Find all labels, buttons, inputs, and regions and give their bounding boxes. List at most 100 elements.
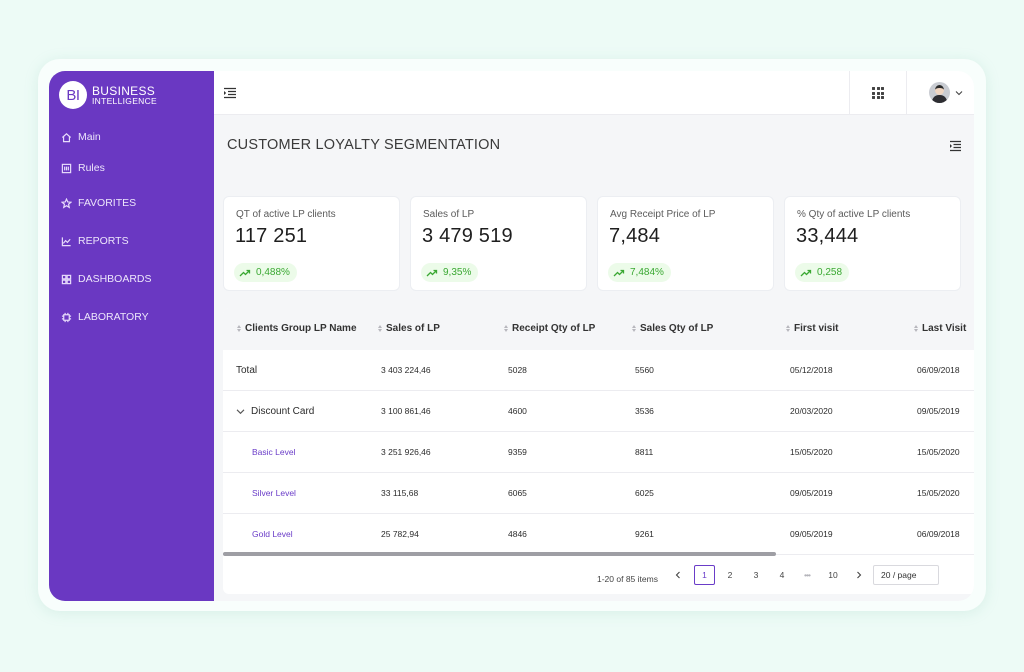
table-row[interactable]: Gold Level 25 782,94 4846 9261 09/05/201… — [223, 514, 974, 555]
page-button-last[interactable]: 10 — [828, 570, 838, 580]
trend-badge: 9,35% — [421, 263, 479, 282]
cell-last-visit: 15/05/2020 — [917, 488, 960, 498]
cell-name-link[interactable]: Basic Level — [252, 447, 296, 457]
cell-sales-qty: 6025 — [635, 488, 654, 498]
pagination: 1-20 of 85 items 1 2 3 4 ••• 10 20 / pag… — [223, 564, 974, 594]
sidebar-item-reports[interactable]: REPORTS — [60, 235, 129, 247]
cell-receipt-qty: 4600 — [508, 406, 527, 416]
sidebar-item-label: REPORTS — [78, 235, 129, 247]
top-bar — [214, 71, 974, 115]
kpi-card: QT of active LP clients 117 251 0,488% — [223, 196, 400, 291]
column-header-first-visit[interactable]: First visit — [786, 323, 838, 334]
chevron-down-icon — [236, 409, 245, 415]
avatar — [929, 82, 950, 103]
sidebar-item-dashboards[interactable]: DASHBOARDS — [60, 273, 152, 285]
sidebar-item-label: Main — [78, 131, 101, 143]
brand-name-line2: INTELLIGENCE — [92, 95, 158, 106]
sort-icon — [378, 325, 382, 332]
sidebar-item-label: DASHBOARDS — [78, 273, 152, 285]
brand-name-line1: BUSINESS — [92, 83, 156, 98]
cell-receipt-qty: 9359 — [508, 447, 527, 457]
kpi-label: QT of active LP clients — [236, 209, 336, 220]
trend-badge: 7,484% — [608, 263, 671, 282]
group-toggle[interactable]: Discount Card — [236, 391, 314, 432]
kpi-value: 3 479 519 — [422, 225, 513, 247]
cell-sales: 3 100 861,46 — [381, 406, 431, 416]
kpi-value: 33,444 — [796, 225, 859, 247]
brand-logo[interactable]: BI BUSINESS INTELLIGENCE — [59, 81, 157, 109]
column-header-sales[interactable]: Sales of LP — [378, 323, 440, 334]
page-ellipsis[interactable]: ••• — [804, 570, 811, 580]
cell-receipt-qty: 5028 — [508, 365, 527, 375]
sidebar: BI BUSINESS INTELLIGENCE Main Rules FAVO… — [49, 71, 214, 601]
cell-last-visit: 15/05/2020 — [917, 447, 960, 457]
table-row[interactable]: Discount Card 3 100 861,46 4600 3536 20/… — [223, 391, 974, 432]
sidebar-item-label: FAVORITES — [78, 197, 137, 209]
sidebar-item-main[interactable]: Main — [60, 131, 101, 143]
kpi-card: Sales of LP 3 479 519 9,35% — [410, 196, 587, 291]
sort-icon — [786, 325, 790, 332]
menu-fold-icon[interactable] — [223, 86, 237, 100]
trend-up-icon — [239, 269, 251, 276]
cell-receipt-qty: 6065 — [508, 488, 527, 498]
pagination-info: 1-20 of 85 items — [597, 574, 658, 584]
column-header-clients-group[interactable]: Clients Group LP Name — [237, 323, 357, 334]
sort-icon — [632, 325, 636, 332]
cell-sales-qty: 8811 — [635, 447, 654, 457]
cell-sales-qty: 9261 — [635, 529, 654, 539]
calculator-icon — [60, 162, 72, 174]
cell-receipt-qty: 4846 — [508, 529, 527, 539]
apps-button[interactable] — [849, 71, 907, 115]
kpi-label: Sales of LP — [423, 209, 475, 220]
trend-up-icon — [613, 269, 625, 276]
table-row[interactable]: Total 3 403 224,46 5028 5560 05/12/2018 … — [223, 350, 974, 391]
cell-first-visit: 09/05/2019 — [790, 488, 833, 498]
cell-name-link[interactable]: Silver Level — [252, 488, 296, 498]
chip-icon — [60, 311, 72, 323]
cell-name: Total — [236, 365, 258, 376]
page-button-current[interactable]: 1 — [694, 565, 715, 585]
page-button[interactable]: 2 — [727, 570, 733, 580]
column-header-last-visit[interactable]: Last Visit — [914, 323, 966, 334]
column-header-receipt-qty[interactable]: Receipt Qty of LP — [504, 323, 595, 334]
kpi-value: 7,484 — [609, 225, 661, 247]
apps-grid-icon — [871, 86, 885, 100]
kpi-value: 117 251 — [235, 225, 308, 247]
home-icon — [60, 131, 72, 143]
sidebar-item-favorites[interactable]: FAVORITES — [60, 197, 136, 209]
sort-icon — [914, 325, 918, 332]
sidebar-item-rules[interactable]: Rules — [60, 162, 105, 174]
cell-first-visit: 09/05/2019 — [790, 529, 833, 539]
data-table: Clients Group LP Name Sales of LP Receip… — [223, 308, 974, 594]
kpi-card: Avg Receipt Price of LP 7,484 7,484% — [597, 196, 774, 291]
line-chart-icon — [60, 235, 72, 247]
table-row[interactable]: Silver Level 33 115,68 6065 6025 09/05/2… — [223, 473, 974, 514]
cell-sales: 25 782,94 — [381, 529, 419, 539]
chevron-left-icon[interactable] — [669, 565, 687, 585]
column-header-sales-qty[interactable]: Sales Qty of LP — [632, 323, 713, 334]
sort-icon — [504, 325, 508, 332]
cell-first-visit: 15/05/2020 — [790, 447, 833, 457]
cell-first-visit: 05/12/2018 — [790, 365, 833, 375]
kpi-change: 0,488% — [256, 267, 290, 278]
menu-fold-icon[interactable] — [949, 139, 962, 152]
trend-badge: 0,488% — [234, 263, 297, 282]
user-menu[interactable] — [929, 82, 963, 103]
table-header: Clients Group LP Name Sales of LP Receip… — [223, 308, 974, 350]
chevron-right-icon[interactable] — [850, 565, 868, 585]
app-window: BI BUSINESS INTELLIGENCE Main Rules FAVO… — [49, 71, 974, 601]
kpi-change: 9,35% — [443, 267, 472, 278]
kpi-change: 7,484% — [630, 267, 664, 278]
page-button[interactable]: 4 — [779, 570, 785, 580]
cell-last-visit: 06/09/2018 — [917, 365, 960, 375]
cell-name-link[interactable]: Gold Level — [252, 529, 293, 539]
table-row[interactable]: Basic Level 3 251 926,46 9359 8811 15/05… — [223, 432, 974, 473]
cell-sales: 33 115,68 — [381, 488, 419, 498]
trend-up-icon — [426, 269, 438, 276]
page-size-select[interactable]: 20 / page — [873, 565, 939, 585]
sidebar-item-laboratory[interactable]: LABORATORY — [60, 311, 149, 323]
page-button[interactable]: 3 — [753, 570, 759, 580]
horizontal-scrollbar[interactable] — [223, 552, 776, 556]
cell-name: Discount Card — [251, 406, 315, 417]
page-title: CUSTOMER LOYALTY SEGMENTATION — [227, 137, 501, 153]
